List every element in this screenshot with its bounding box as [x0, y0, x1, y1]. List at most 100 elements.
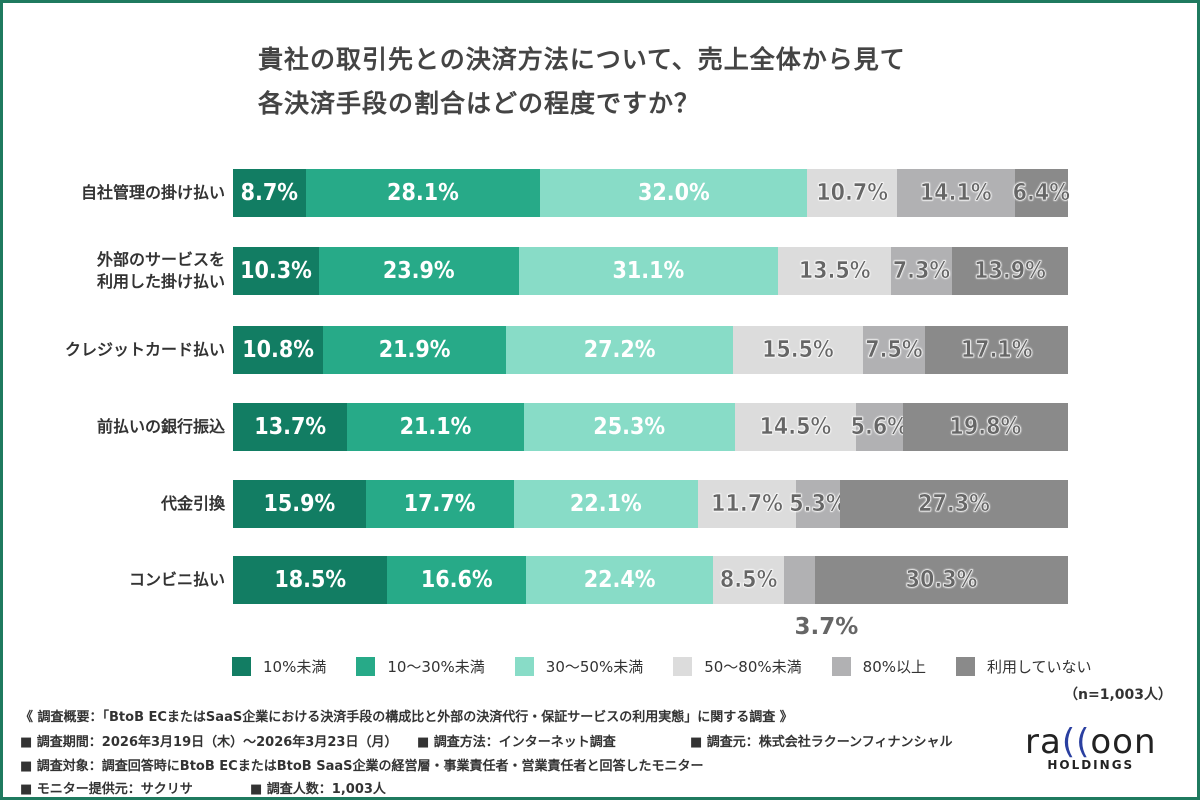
category-label: 前払いの銀行振込	[25, 416, 225, 438]
data-label: 23.9%	[382, 258, 455, 284]
data-label-callout: 3.7%	[794, 614, 859, 640]
bar-segment: 7.5%	[862, 326, 926, 374]
bar-segment: 28.1%	[305, 169, 541, 217]
bar-segment: 18.5%	[233, 556, 388, 604]
sample-size: （n=1,003人）	[1064, 687, 1172, 703]
data-label: 5.6%	[850, 414, 908, 441]
data-label: 15.5%	[761, 337, 834, 364]
bar-segment: 25.3%	[523, 403, 735, 451]
legend-item: 10～30%未満	[356, 656, 485, 677]
bar-segment: 5.3%	[789, 480, 847, 528]
chart-title: 貴社の取引先との決済方法について、売上全体から見て 各決済手段の割合はどの程度で…	[258, 38, 906, 126]
bar-segment: 13.5%	[778, 247, 891, 295]
data-label: 22.1%	[569, 491, 642, 517]
data-label: 25.3%	[593, 414, 666, 440]
data-label: 5.3%	[789, 491, 847, 518]
data-label: 28.1%	[387, 180, 459, 206]
data-label: 22.4%	[583, 567, 656, 593]
logo-subtext: HOLDINGS	[1047, 758, 1135, 772]
bar-segment: 8.5%	[713, 556, 785, 604]
bar-segment: 7.3%	[890, 247, 952, 295]
category-label-line: 代金引換	[160, 494, 225, 513]
data-label: 10.3%	[240, 258, 312, 284]
data-label: 8.7%	[240, 180, 299, 206]
legend-swatch	[356, 657, 376, 676]
bar-segment: 22.1%	[513, 480, 699, 528]
bar-segment: 27.2%	[506, 326, 734, 374]
bar-segment: 15.5%	[733, 326, 863, 374]
bar-segment: 30.3%	[814, 556, 1068, 604]
data-label: 21.1%	[399, 414, 472, 440]
category-label-line: コンビニ払い	[128, 570, 225, 589]
bar-segment: 17.7%	[365, 480, 514, 528]
data-label: 6.4%	[1012, 180, 1070, 207]
data-label: 13.5%	[798, 258, 871, 285]
legend-swatch	[831, 657, 851, 676]
title-line-1: 貴社の取引先との決済方法について、売上全体から見て	[258, 45, 906, 74]
bar-segment: 21.1%	[347, 403, 524, 451]
legend-label: 50～80%未満	[704, 658, 802, 676]
bar-segment: 16.6%	[387, 556, 527, 604]
legend-label: 10～30%未満	[387, 658, 485, 676]
category-label: コンビニ払い	[25, 569, 225, 591]
data-label: 19.8%	[949, 414, 1022, 441]
category-label-line: 自社管理の掛け払い	[80, 183, 225, 202]
data-label: 31.1%	[612, 258, 685, 284]
bar-segment: 14.5%	[734, 403, 856, 451]
data-label: 11.7%	[711, 491, 783, 518]
bar-segment: 22.4%	[526, 556, 714, 604]
data-label: 30.3%	[905, 567, 978, 594]
data-label: 21.9%	[378, 337, 451, 363]
legend: 10%未満 10～30%未満 30～50%未満 50～80%未満 80%以上 利用していな…	[232, 656, 1122, 677]
data-label: 8.5%	[719, 567, 778, 594]
bar-segment: 8.7%	[233, 169, 306, 217]
legend-item: 50～80%未満	[673, 656, 802, 677]
bar-segment: 27.3%	[840, 480, 1068, 528]
data-label: 14.5%	[759, 414, 832, 441]
category-label: 自社管理の掛け払い	[25, 182, 225, 204]
bar-segment: 19.8%	[902, 403, 1068, 451]
category-label-line: 前払いの銀行振込	[96, 417, 225, 436]
bar-segment: 15.9%	[233, 480, 366, 528]
bar-segment: 17.1%	[925, 326, 1068, 374]
data-label: 10.8%	[242, 337, 314, 363]
data-label: 27.3%	[918, 491, 990, 518]
bar-segment: 14.1%	[896, 169, 1015, 217]
bar-segment	[784, 556, 815, 604]
bar-segment: 31.1%	[518, 247, 779, 295]
bar-segment: 10.3%	[233, 247, 319, 295]
bar-segment: 32.0%	[540, 169, 808, 217]
legend-item: 10%未満	[232, 656, 326, 677]
survey-source: ■ 調査元：株式会社ラクーンフィナンシャル	[690, 735, 953, 750]
legend-item: 30～50%未満	[514, 656, 644, 677]
data-label: 15.9%	[263, 491, 336, 517]
survey-method: ■ 調査方法：インターネット調査	[417, 735, 616, 750]
data-label: 18.5%	[274, 567, 347, 593]
data-label: 17.1%	[960, 337, 1033, 364]
category-label: クレジットカード払い	[25, 339, 225, 361]
bar-segment: 21.9%	[323, 326, 507, 374]
legend-swatch	[673, 657, 693, 676]
legend-label: 30～50%未満	[545, 658, 644, 676]
bar-segment: 6.4%	[1012, 169, 1070, 217]
legend-label: 10%未満	[263, 658, 327, 676]
data-label: 16.6%	[420, 567, 493, 593]
category-label: 代金引換	[25, 493, 225, 515]
data-label: 7.3%	[892, 258, 951, 285]
legend-swatch	[232, 657, 251, 676]
survey-period: ■ 調査期間：2026年3月19日（木）～2026年3月23日（月）	[20, 735, 398, 750]
bar-segment: 23.9%	[319, 247, 519, 295]
bar-segment: 11.7%	[698, 480, 796, 528]
data-label: 32.0%	[637, 180, 710, 206]
category-label: 外部のサービスを 利用した掛け払い	[25, 249, 225, 293]
survey-target: ■ 調査対象：調査回答時にBtoB ECまたはBtoB SaaS企業の経営層・事…	[20, 759, 704, 774]
survey-overview: 《 調査概要：「BtoB ECまたはSaaS企業における決済手段の構成比と外部の…	[20, 710, 793, 725]
data-label: 10.7%	[816, 180, 889, 207]
legend-swatch	[514, 657, 534, 676]
bar-segment: 10.8%	[233, 326, 324, 374]
data-label: 27.2%	[583, 337, 656, 363]
survey-provider: ■ モニター提供元：サクリサ	[20, 782, 193, 797]
bar-segment: 13.7%	[233, 403, 348, 451]
survey-count: ■ 調査人数：1,003人	[250, 782, 386, 797]
